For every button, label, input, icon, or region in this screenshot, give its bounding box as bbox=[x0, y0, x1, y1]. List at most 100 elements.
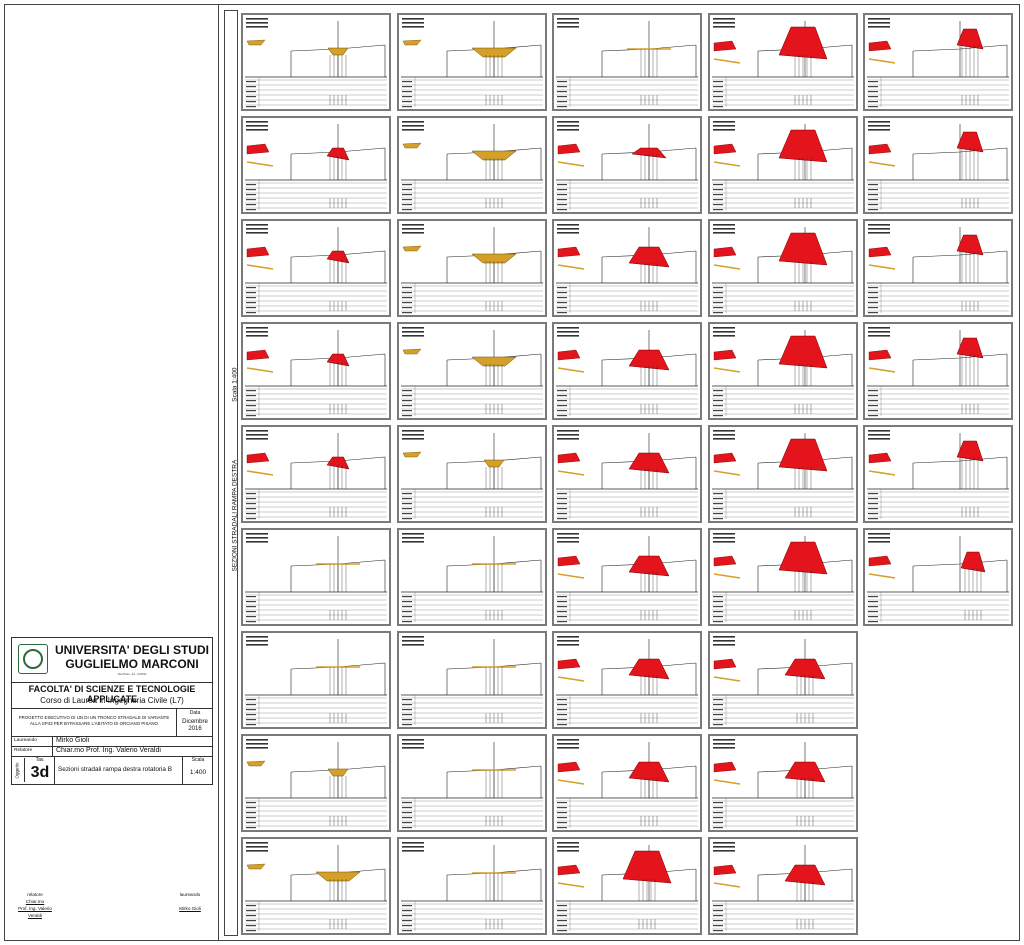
section-drawing bbox=[556, 327, 698, 417]
university-name-line1: UNIVERSITA' DEGLI STUDI bbox=[55, 643, 209, 657]
cross-section-8-1 bbox=[241, 734, 391, 832]
section-drawing bbox=[245, 636, 387, 726]
scale-value: 1:400 bbox=[189, 769, 207, 776]
cross-section-3-1 bbox=[241, 219, 391, 317]
date-label: Data bbox=[189, 710, 201, 716]
sheet-title: SEZIONI STRADALI RAMPA DESTRA bbox=[231, 459, 239, 572]
cross-section-9-1 bbox=[241, 837, 391, 935]
cross-section-4-2 bbox=[396, 322, 547, 420]
section-drawing bbox=[245, 18, 387, 108]
table-number: 3d bbox=[30, 764, 50, 781]
table-number-cell: Tav. 3d bbox=[26, 756, 55, 784]
cross-section-5-4 bbox=[707, 425, 858, 523]
cross-section-7-1 bbox=[241, 631, 391, 729]
cross-section-6-3 bbox=[552, 528, 702, 626]
section-drawing bbox=[400, 327, 543, 417]
section-drawing bbox=[400, 224, 543, 314]
cross-section-1-1 bbox=[241, 13, 391, 111]
cross-section-2-3 bbox=[552, 116, 702, 214]
cross-section-5-5 bbox=[863, 425, 1013, 523]
faculty-section: FACOLTA' DI SCIENZE E TECNOLOGIE APPLICA… bbox=[12, 682, 212, 709]
cross-section-9-2 bbox=[396, 837, 547, 935]
title-block: UNIVERSITA' DEGLI STUDI GUGLIELMO MARCON… bbox=[11, 637, 213, 785]
university-seal-icon bbox=[18, 644, 48, 674]
drawing-description: Sezioni stradali rampa destra rotatoria … bbox=[58, 766, 173, 773]
section-drawing bbox=[711, 842, 854, 932]
section-drawing bbox=[556, 739, 698, 829]
cross-section-2-1 bbox=[241, 116, 391, 214]
cross-section-1-5 bbox=[863, 13, 1013, 111]
date-value: Dicembre 2016 bbox=[182, 719, 208, 732]
student-signature: laureando Mirko Gioli bbox=[173, 891, 207, 912]
left-panel: UNIVERSITA' DEGLI STUDI GUGLIELMO MARCON… bbox=[5, 5, 219, 940]
section-drawing bbox=[556, 842, 698, 932]
section-drawing bbox=[711, 636, 854, 726]
cross-section-4-1 bbox=[241, 322, 391, 420]
cross-section-5-1 bbox=[241, 425, 391, 523]
advisor-signature: relatore Chiar.mo Prof. Ing. Valerio Ver… bbox=[15, 891, 55, 919]
cross-section-4-5 bbox=[863, 322, 1013, 420]
advisor-row: Relatore Chiar.mo Prof. Ing. Valerio Ver… bbox=[12, 746, 212, 757]
table-label: Tav. bbox=[35, 757, 45, 763]
section-drawing bbox=[556, 533, 698, 623]
section-drawing bbox=[556, 224, 698, 314]
section-drawing bbox=[400, 842, 543, 932]
cross-sections-grid bbox=[241, 13, 1021, 938]
cross-section-3-3 bbox=[552, 219, 702, 317]
cross-section-5-3 bbox=[552, 425, 702, 523]
section-drawing bbox=[245, 533, 387, 623]
title-block-bottom: Oggetto Tav. 3d Sezioni stradali rampa d… bbox=[12, 756, 212, 784]
course-name: Corso di Laurea in Ingegneria Civile (L7… bbox=[40, 696, 184, 705]
cross-section-2-5 bbox=[863, 116, 1013, 214]
cross-section-3-5 bbox=[863, 219, 1013, 317]
section-drawing bbox=[400, 430, 543, 520]
cross-section-6-5 bbox=[863, 528, 1013, 626]
student-name: Mirko Gioli bbox=[56, 737, 90, 744]
vertical-title: SEZIONI STRADALI RAMPA DESTRA Scala 1:40… bbox=[232, 310, 239, 630]
section-drawing bbox=[245, 327, 387, 417]
project-section: PROGETTO ESECUTIVO DI UN DI UN TRONCO ST… bbox=[12, 708, 212, 737]
university-name-line2: GUGLIELMO MARCONI bbox=[65, 657, 199, 671]
scale-cell: Scala 1:400 bbox=[182, 756, 213, 784]
section-drawing bbox=[400, 18, 543, 108]
section-drawing bbox=[867, 327, 1009, 417]
signature-role: relatore bbox=[27, 892, 43, 897]
advisor-label: Relatore bbox=[14, 748, 33, 753]
scale-label: Scala bbox=[191, 757, 205, 763]
section-drawing bbox=[867, 430, 1009, 520]
section-drawing bbox=[400, 739, 543, 829]
advisor-name: Chiar.mo Prof. Ing. Valerio Veraldi bbox=[56, 747, 161, 754]
section-drawing bbox=[245, 739, 387, 829]
section-drawing bbox=[245, 121, 387, 211]
section-drawing bbox=[711, 224, 854, 314]
section-drawing bbox=[400, 533, 543, 623]
section-drawing bbox=[867, 18, 1009, 108]
section-drawing bbox=[556, 18, 698, 108]
divider bbox=[52, 736, 53, 746]
cross-section-4-3 bbox=[552, 322, 702, 420]
divider bbox=[176, 708, 177, 736]
cross-section-5-2 bbox=[396, 425, 547, 523]
sheet-scale: Scala 1:400 bbox=[231, 367, 239, 402]
cross-section-4-4 bbox=[707, 322, 858, 420]
subject-label: Oggetto bbox=[14, 762, 20, 779]
cross-section-9-4 bbox=[707, 837, 858, 935]
section-drawing bbox=[711, 18, 854, 108]
signature-name: Prof. Ing. Valerio Veraldi bbox=[18, 906, 52, 918]
cross-section-2-4 bbox=[707, 116, 858, 214]
section-drawing bbox=[711, 121, 854, 211]
student-row: Laureando Mirko Gioli bbox=[12, 736, 212, 747]
section-drawing bbox=[400, 636, 543, 726]
section-drawing bbox=[245, 430, 387, 520]
section-drawing bbox=[245, 842, 387, 932]
cross-section-7-3 bbox=[552, 631, 702, 729]
section-drawing bbox=[867, 224, 1009, 314]
cross-section-8-3 bbox=[552, 734, 702, 832]
title-block-header: UNIVERSITA' DEGLI STUDI GUGLIELMO MARCON… bbox=[12, 638, 212, 683]
subject-cell: Oggetto bbox=[14, 758, 25, 782]
section-drawing bbox=[556, 636, 698, 726]
project-title: PROGETTO ESECUTIVO DI UN DI UN TRONCO ST… bbox=[18, 715, 170, 726]
cross-section-9-3 bbox=[552, 837, 702, 935]
drawing-sheet: UNIVERSITA' DEGLI STUDI GUGLIELMO MARCON… bbox=[4, 4, 1020, 941]
cross-section-6-2 bbox=[396, 528, 547, 626]
